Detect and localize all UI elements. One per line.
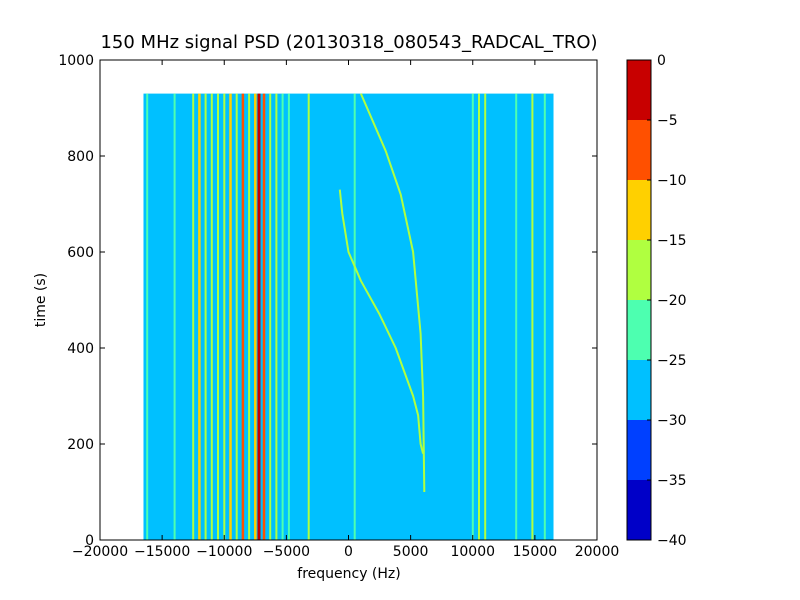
- x-tick-label: −5000: [263, 544, 310, 560]
- colorbar-tick-label: −20: [657, 293, 687, 309]
- y-tick-label: 400: [67, 341, 94, 357]
- psd-trace-28: [359, 93, 426, 493]
- colorbar-segment: [627, 480, 651, 540]
- y-tick-label: 600: [67, 245, 94, 261]
- colorbar-tick-label: −5: [657, 113, 678, 129]
- colorbar-segment: [627, 120, 651, 180]
- colorbar-segment: [627, 360, 651, 420]
- colorbar-segment: [627, 240, 651, 300]
- colorbar-tick-label: −40: [657, 533, 687, 549]
- plot-area: [143, 93, 554, 540]
- colorbar-segment: [627, 60, 651, 120]
- y-tick-label: 200: [67, 437, 94, 453]
- x-tick-label: 20000: [575, 544, 620, 560]
- y-tick-label: 800: [67, 149, 94, 165]
- x-tick-label: 15000: [513, 544, 558, 560]
- axes: −20000 −15000 −10000 −5000 0 5000 10000 15000 20…: [58, 53, 619, 560]
- x-tick-label: −15000: [134, 544, 190, 560]
- y-tick-label: 0: [85, 533, 94, 549]
- colorbar-segment: [627, 300, 651, 360]
- x-tick-label: 10000: [450, 544, 495, 560]
- colorbar: −40 −35 −30 −25 −20 −15 −10 −5 0: [626, 53, 687, 549]
- colorbar-tick-label: −10: [657, 173, 687, 189]
- x-tick-label: −20000: [72, 544, 128, 560]
- colorbar-tick-label: 0: [657, 53, 666, 69]
- y-axis-label: time (s): [33, 273, 49, 327]
- colorbar-tick-label: −15: [657, 233, 687, 249]
- colorbar-tick-label: −35: [657, 473, 687, 489]
- x-axis-label: frequency (Hz): [297, 566, 400, 582]
- colorbar-segment: [627, 420, 651, 480]
- x-tick-label: 0: [344, 544, 353, 560]
- psd-trace-29: [338, 189, 425, 454]
- y-tick-label: 1000: [58, 53, 94, 69]
- colorbar-tick-label: −25: [657, 353, 687, 369]
- x-tick-label: 5000: [393, 544, 429, 560]
- x-tick-label: −10000: [196, 544, 252, 560]
- colorbar-segment: [627, 180, 651, 240]
- chart-title: 150 MHz signal PSD (20130318_080543_RADC…: [100, 32, 597, 53]
- colorbar-tick-label: −30: [657, 413, 687, 429]
